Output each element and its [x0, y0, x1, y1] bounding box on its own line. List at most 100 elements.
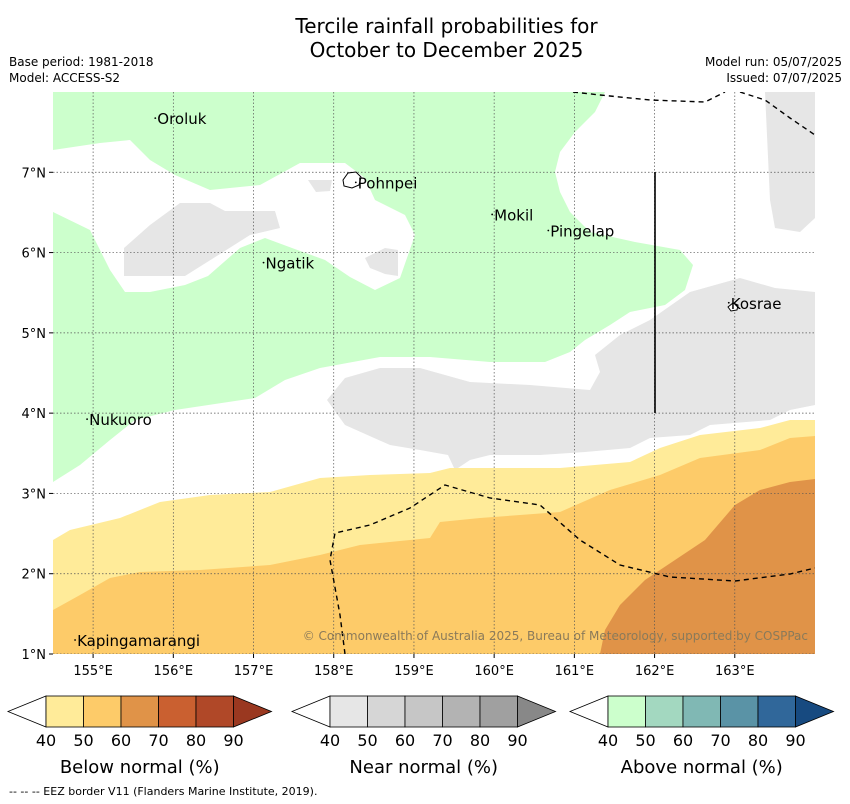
y-tick-label: 5°N: [22, 327, 47, 342]
place-marker: [86, 418, 88, 421]
place-label-nukuoro: Nukuoro: [89, 411, 152, 429]
legend-swatch: [645, 695, 684, 728]
y-tick-label: 4°N: [22, 407, 47, 422]
place-label-pohnpei: Pohnpei: [358, 174, 418, 192]
model-name: Model: ACCESS-S2: [9, 71, 121, 85]
legend-tick-label: 60: [111, 731, 131, 750]
legend-swatch: [404, 695, 443, 728]
legend-tick-label: 90: [223, 731, 243, 750]
legend-near: 40 50 60 70 80 90 Near normal (%): [290, 695, 557, 778]
legend-tick-label: 50: [635, 731, 655, 750]
legend-swatch: [158, 695, 197, 728]
near-normal-region-east: [765, 92, 815, 232]
legend-tick-label: 70: [710, 731, 730, 750]
place-marker: [74, 639, 76, 641]
eez-border: [329, 92, 815, 654]
legend-swatch: [720, 695, 759, 728]
pohnpei-island-shape: [342, 171, 362, 189]
title-line-2: October to December 2025: [309, 38, 584, 62]
place-marker: [727, 301, 730, 304]
legend-title: Above normal (%): [621, 757, 783, 778]
legend-tick-label: 70: [432, 731, 452, 750]
x-tick-label: 160°E: [474, 664, 514, 679]
legend-tick-label: 70: [148, 731, 168, 750]
legend-tick-label: 90: [785, 731, 805, 750]
legend-swatch: [83, 695, 122, 728]
legend-swatch: [607, 695, 646, 728]
y-tick-label: 2°N: [22, 568, 47, 583]
legend-arrow-left: [6, 695, 47, 728]
below-normal-region-60: [600, 479, 815, 654]
legend-tick-label: 50: [73, 731, 93, 750]
eez-line-north: [572, 92, 726, 103]
legend-tick-label: 40: [36, 731, 56, 750]
legend-tick-label: 60: [673, 731, 693, 750]
legend-tick-label: 90: [507, 731, 527, 750]
copyright-text: © Commonwealth of Australia 2025, Bureau…: [303, 629, 808, 643]
x-tick-label: 163°E: [715, 664, 755, 679]
place-label-oroluk: Oroluk: [157, 110, 206, 128]
x-tick-label: 155°E: [73, 664, 113, 679]
near-normal-region-north: [124, 203, 280, 276]
place-label-mokil: Mokil: [494, 206, 533, 224]
legend-tick-label: 80: [748, 731, 768, 750]
legend-arrow-right: [517, 695, 557, 728]
title-line-1: Tercile rainfall probabilities for: [295, 14, 598, 38]
legend-tick-label: 50: [357, 731, 377, 750]
legend-swatch: [329, 695, 368, 728]
issued-date: Issued: 07/07/2025: [726, 71, 842, 85]
place-marker: [154, 117, 157, 120]
map-plot-area: Oroluk Pohnpei Mokil Pingelap Ngatik Kosrae Nu…: [53, 92, 815, 654]
place-labels: Oroluk Pohnpei Mokil Pingelap Ngatik Kosrae Nu…: [74, 110, 781, 650]
y-tick-label: 7°N: [22, 166, 47, 181]
legend-tick-label: 60: [395, 731, 415, 750]
legend-swatch: [479, 695, 518, 728]
model-run: Model run: 05/07/2025: [704, 55, 842, 69]
x-tick-label: 159°E: [394, 664, 434, 679]
legend-swatch: [757, 695, 796, 728]
y-tick-label: 3°N: [22, 487, 47, 502]
legend-swatch: [195, 695, 234, 728]
near-normal-region-small: [365, 248, 398, 276]
eez-line-northeast: [739, 92, 815, 136]
legend-swatch: [442, 695, 481, 728]
legend-tick-label: 80: [470, 731, 490, 750]
eez-line-south: [329, 484, 815, 654]
place-label-ngatik: Ngatik: [266, 255, 315, 273]
legend-swatch: [45, 695, 84, 728]
legend-arrow-right: [233, 695, 273, 728]
place-marker: [262, 261, 265, 264]
map-axes: 155°E 156°E 157°E 158°E 159°E 160°E 161°E 162°E…: [22, 166, 755, 679]
kosrae-island-shape: [727, 302, 739, 312]
x-tick-label: 162°E: [635, 664, 675, 679]
legend-tick-label: 80: [186, 731, 206, 750]
place-marker: [491, 213, 494, 216]
place-label-kapingamarangi: Kapingamarangi: [77, 632, 200, 650]
legend-swatch: [120, 695, 159, 728]
near-normal-region-islet: [308, 180, 332, 192]
legend-tick-label: 40: [320, 731, 340, 750]
grid-lines: [53, 92, 815, 654]
meta-left: Base period: 1981-2018 Model: ACCESS-S2: [9, 54, 154, 86]
map-title: Tercile rainfall probabilities for Octob…: [0, 14, 850, 62]
below-normal-region-50: [53, 436, 815, 654]
legend-arrow-left: [290, 695, 331, 728]
place-marker: [354, 181, 357, 184]
legend-arrow-left: [568, 695, 609, 728]
legend-title: Near normal (%): [349, 757, 498, 778]
y-tick-label: 1°N: [22, 648, 47, 663]
x-tick-label: 161°E: [555, 664, 595, 679]
legend-arrow-right: [795, 695, 835, 728]
place-label-pingelap: Pingelap: [550, 223, 614, 241]
meta-right: Model run: 05/07/2025 Issued: 07/07/2025: [705, 54, 842, 86]
base-period: Base period: 1981-2018: [9, 55, 154, 69]
legend-swatch: [367, 695, 406, 728]
x-tick-label: 158°E: [314, 664, 354, 679]
eez-footnote: -- -- -- EEZ border V11 (Flanders Marine…: [9, 785, 318, 798]
legend-title: Below normal (%): [60, 757, 220, 778]
legend-tick-label: 40: [598, 731, 618, 750]
